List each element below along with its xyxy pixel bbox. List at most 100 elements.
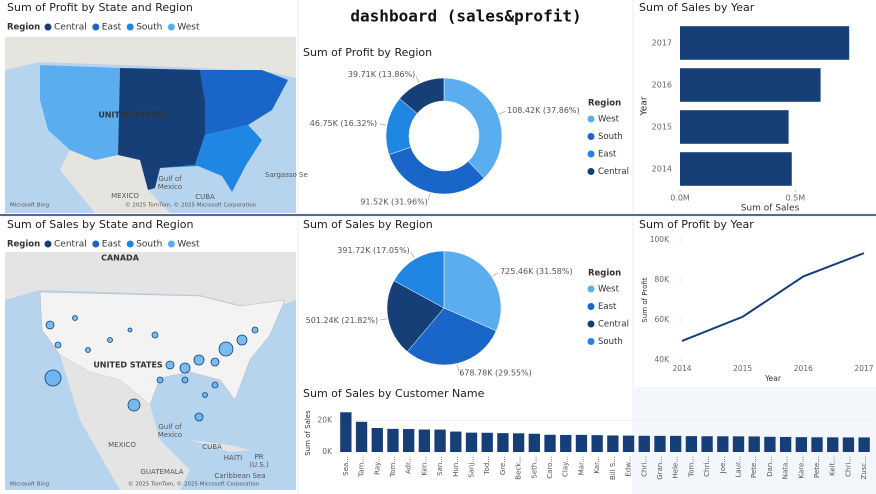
legend-label: Central	[598, 320, 629, 330]
leader-line	[410, 251, 415, 259]
bar	[717, 436, 729, 452]
chart-title: Sum of Sales by Region	[303, 218, 433, 231]
chart-title: Sum of Profit by Year	[639, 218, 754, 231]
bar	[764, 436, 776, 452]
bar	[779, 436, 792, 452]
legend-label: Central	[54, 240, 87, 250]
map-label: Mexico	[158, 431, 182, 439]
legend-label: West	[598, 115, 620, 125]
legend-marker	[44, 240, 52, 248]
legend-marker	[587, 168, 595, 175]
bar	[858, 437, 870, 452]
map-title: Sum of Sales by State and Region	[7, 218, 194, 231]
x-tick-label: Joe...	[719, 456, 727, 474]
bar	[465, 432, 478, 452]
bar	[387, 428, 399, 452]
bar	[732, 436, 745, 452]
map: UNITED STATES MEXICO Gulf of Mexico CUBA…	[5, 37, 308, 213]
legend-marker	[587, 338, 595, 345]
bar	[591, 435, 603, 452]
legend-label: South	[598, 132, 623, 142]
x-tick-label: 0.5M	[786, 194, 806, 203]
x-tick-label: Edw...	[625, 456, 633, 477]
bar	[481, 432, 493, 452]
x-tick-label: Chri...	[703, 456, 711, 477]
bubble	[165, 360, 175, 370]
x-tick-label: 2016	[794, 364, 813, 373]
data-label: 108.42K (37.86%)	[507, 106, 580, 115]
data-label: 391.72K (17.05%)	[337, 246, 410, 255]
legend-marker	[167, 240, 175, 248]
legend-marker	[587, 115, 595, 123]
x-tick-label: Pete...	[813, 456, 821, 478]
bubble	[194, 412, 204, 422]
y-tick-label: 40K	[655, 355, 671, 364]
legend-label: South	[136, 23, 162, 33]
legend-label: East	[102, 240, 122, 250]
chart-title: Sum of Profit by Region	[303, 46, 432, 59]
land	[60, 150, 170, 213]
bar	[685, 436, 698, 452]
bar	[670, 435, 682, 452]
leader-line	[380, 318, 388, 321]
land	[5, 252, 296, 310]
legend-label: West	[598, 285, 620, 295]
y-tick-label: 60K	[655, 315, 671, 324]
land	[5, 37, 296, 78]
bar	[748, 436, 760, 452]
legend-marker	[587, 303, 595, 310]
map-attribution: Microsoft Bing	[10, 482, 49, 488]
x-tick-label: Laur...	[735, 456, 743, 478]
bubble	[179, 362, 191, 374]
map-attribution: © 2025 TomTom, © 2025 Microsoft Corporat…	[125, 202, 257, 209]
data-label: 46.75K (16.32%)	[310, 119, 377, 128]
leader-line	[456, 364, 460, 372]
data-label: 678.78K (29.55%)	[459, 369, 532, 378]
x-tick-label: Tod...	[483, 456, 491, 476]
legend-marker	[92, 23, 100, 31]
legend-label: South	[598, 337, 623, 347]
x-tick-label: Mar...	[577, 456, 585, 475]
line	[681, 252, 865, 342]
bar	[418, 429, 431, 452]
legend-label: East	[102, 23, 122, 33]
x-tick-label: Gre...	[499, 456, 507, 475]
bar	[434, 429, 446, 452]
y-axis-label: Sum of Profit	[641, 277, 649, 322]
region-central	[118, 68, 205, 190]
x-tick-label: Hun...	[452, 456, 460, 477]
bar	[403, 429, 415, 452]
slice	[443, 77, 503, 179]
bar	[622, 435, 635, 452]
data-label: 725.46K (31.58%)	[500, 267, 573, 276]
bubble	[211, 381, 219, 389]
x-tick-label: Clay...	[562, 456, 570, 477]
bar	[544, 434, 556, 452]
data-label: 91.52K (31.96%)	[360, 198, 427, 207]
bar	[497, 433, 509, 452]
bubble	[127, 398, 141, 412]
legend-title: Region	[588, 269, 621, 279]
x-tick-label: Gran...	[656, 456, 664, 480]
chart-title: Sum of Sales by Customer Name	[303, 387, 485, 400]
map-attribution: Microsoft Bing	[10, 203, 49, 209]
bar	[680, 152, 792, 186]
slice	[406, 307, 497, 366]
x-tick-label: Pete...	[750, 456, 758, 478]
bar	[654, 435, 666, 452]
y-axis-label: Sum of Sales	[304, 410, 312, 456]
region-west	[40, 65, 120, 160]
x-tick-label: Zusc...	[860, 456, 868, 479]
bubble	[251, 326, 259, 334]
dashboard-title: dashboard (sales&profit)	[350, 7, 581, 26]
bar	[638, 435, 650, 452]
x-tick-label: Adr...	[405, 456, 413, 474]
bubble	[44, 369, 62, 387]
y-tick-label: 20K	[318, 415, 334, 424]
y-tick-label: 2014	[652, 165, 672, 174]
x-tick-label: Kar...	[593, 456, 601, 474]
x-tick-label: 2015	[733, 364, 752, 373]
bubble	[85, 347, 91, 353]
y-tick-label: 2016	[652, 81, 672, 90]
legend-title: Region	[7, 240, 40, 250]
